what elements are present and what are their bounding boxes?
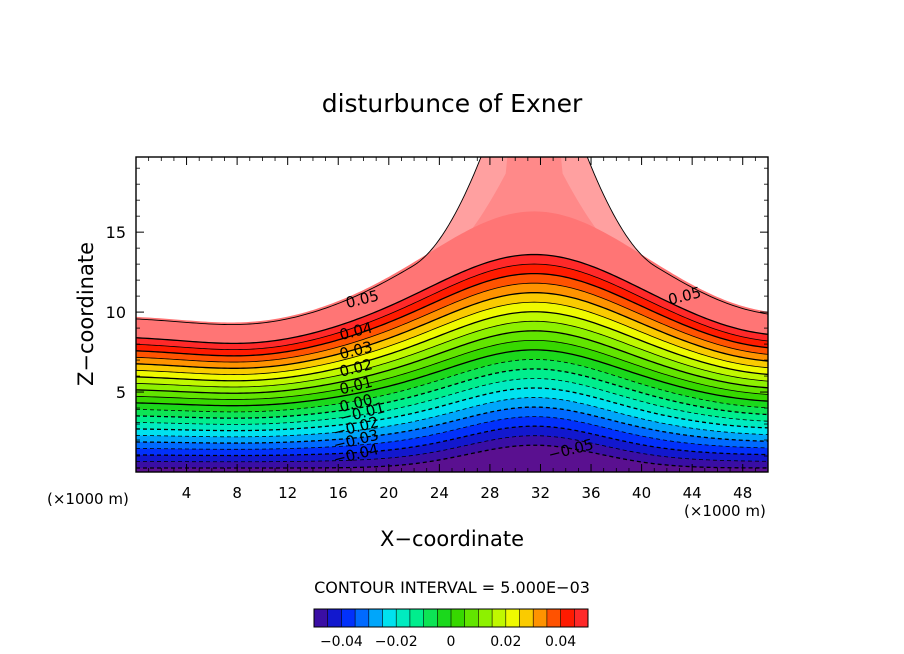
- contour-line: [136, 157, 768, 326]
- colorbar-swatch: [396, 609, 411, 627]
- colorbar-tick-label: 0.04: [545, 634, 576, 650]
- colorbar-swatch: [437, 609, 452, 627]
- x-tick-label: 36: [581, 484, 600, 502]
- colorbar-swatch: [533, 609, 548, 627]
- colorbar-swatch: [409, 609, 424, 627]
- y-axis-ticks: 5 10 15: [106, 167, 768, 457]
- contour-line: [136, 292, 768, 369]
- colorbar-swatch: [505, 609, 520, 627]
- colorbar-swatch: [546, 609, 561, 627]
- colorbar-swatch: [560, 609, 575, 627]
- x-unit-left: (×1000 m): [47, 490, 129, 508]
- y-tick-label: 5: [116, 383, 126, 402]
- contour-line: [136, 397, 768, 438]
- colorbar-swatch: [451, 609, 465, 627]
- contour-line: [136, 253, 768, 345]
- colorbar-tick-label: −0.04: [320, 634, 363, 650]
- x-tick: 28: [480, 157, 499, 502]
- contour-line: [136, 406, 768, 444]
- colorbar-swatch: [382, 609, 397, 627]
- x-tick: 48: [733, 157, 752, 502]
- contour-line: [136, 368, 768, 419]
- x-tick-label: 48: [733, 484, 752, 502]
- contour-line: [136, 282, 768, 363]
- contour-line: [136, 330, 768, 394]
- colorbar-tick-label: 0.02: [490, 634, 521, 650]
- contour-line: [136, 339, 768, 400]
- colorbar-swatch: [355, 609, 370, 627]
- y-axis-label: Z−coordinate: [74, 242, 98, 386]
- colorbar-tick-label: 0: [447, 634, 456, 650]
- x-tick-label: 16: [329, 484, 348, 502]
- x-tick-label: 8: [232, 484, 242, 502]
- contour-line: [136, 387, 768, 432]
- x-tick: 36: [581, 157, 601, 502]
- x-tick-label: 40: [632, 484, 651, 502]
- chart-title: disturbunce of Exner: [322, 89, 583, 118]
- x-tick: 40: [632, 157, 651, 502]
- x-unit-right: (×1000 m): [684, 502, 766, 520]
- y-tick-label: 15: [106, 223, 126, 242]
- colorbar-swatch: [478, 609, 493, 627]
- x-tick: 16: [329, 157, 348, 502]
- contour-line: [136, 435, 768, 463]
- contour-line: [136, 311, 768, 382]
- contour-line: [136, 320, 768, 388]
- x-tick-label: 28: [480, 484, 499, 502]
- x-tick-label: 4: [182, 484, 192, 502]
- x-tick: 24: [430, 157, 449, 502]
- colorbar-swatch: [492, 609, 507, 627]
- x-axis-label: X−coordinate: [380, 527, 524, 551]
- x-tick-label: 44: [683, 484, 702, 502]
- contour-line: [136, 444, 768, 469]
- y-tick: 5: [116, 383, 768, 402]
- x-tick: 20: [379, 157, 398, 502]
- contour-line: [136, 263, 768, 351]
- x-tick-label: 24: [430, 484, 449, 502]
- x-tick-label: 12: [278, 484, 297, 502]
- contour-line: [136, 349, 768, 407]
- contour-line: [136, 378, 768, 425]
- contour-line: [136, 425, 768, 457]
- colorbar-tick-label: −0.02: [375, 634, 418, 650]
- x-tick-label: 20: [379, 484, 398, 502]
- x-tick: 32: [531, 157, 550, 502]
- y-tick-label: 10: [106, 303, 126, 322]
- y-tick: 10: [106, 303, 768, 322]
- contour-line: [136, 359, 768, 413]
- contour-line: [136, 272, 768, 357]
- x-tick: 12: [278, 157, 297, 502]
- x-tick: 44: [683, 157, 702, 502]
- colorbar-frame: [313, 608, 589, 628]
- colorbar-swatch: [519, 609, 534, 627]
- colorbar-swatch: [327, 609, 342, 627]
- contour-line: [136, 416, 768, 450]
- y-tick: 15: [106, 223, 768, 242]
- colorbar-swatch: [341, 609, 356, 627]
- contour-band: [136, 445, 768, 472]
- colorbar: −0.04 −0.02 0 0.02 0.04: [313, 608, 589, 650]
- colorbar-swatch: [574, 609, 589, 627]
- x-tick: 8: [232, 157, 242, 502]
- plot-area: 0.050.040.030.020.010.00−0.01−0.02−0.03−…: [106, 156, 769, 502]
- x-tick: 4: [182, 157, 192, 502]
- colorbar-swatch: [423, 609, 438, 627]
- x-tick-label: 32: [531, 484, 550, 502]
- x-axis-ticks: 4 8 12 16 20 24 28 32 36 40 44 48: [148, 157, 756, 502]
- terrain-band: [136, 468, 768, 472]
- colorbar-swatch: [464, 609, 479, 627]
- contour-line: [136, 301, 768, 375]
- colorbar-swatch: [368, 609, 383, 627]
- colorbar-swatch: [314, 609, 328, 627]
- contour-lines: [136, 157, 768, 469]
- contour-interval-note: CONTOUR INTERVAL = 5.000E−03: [314, 578, 590, 597]
